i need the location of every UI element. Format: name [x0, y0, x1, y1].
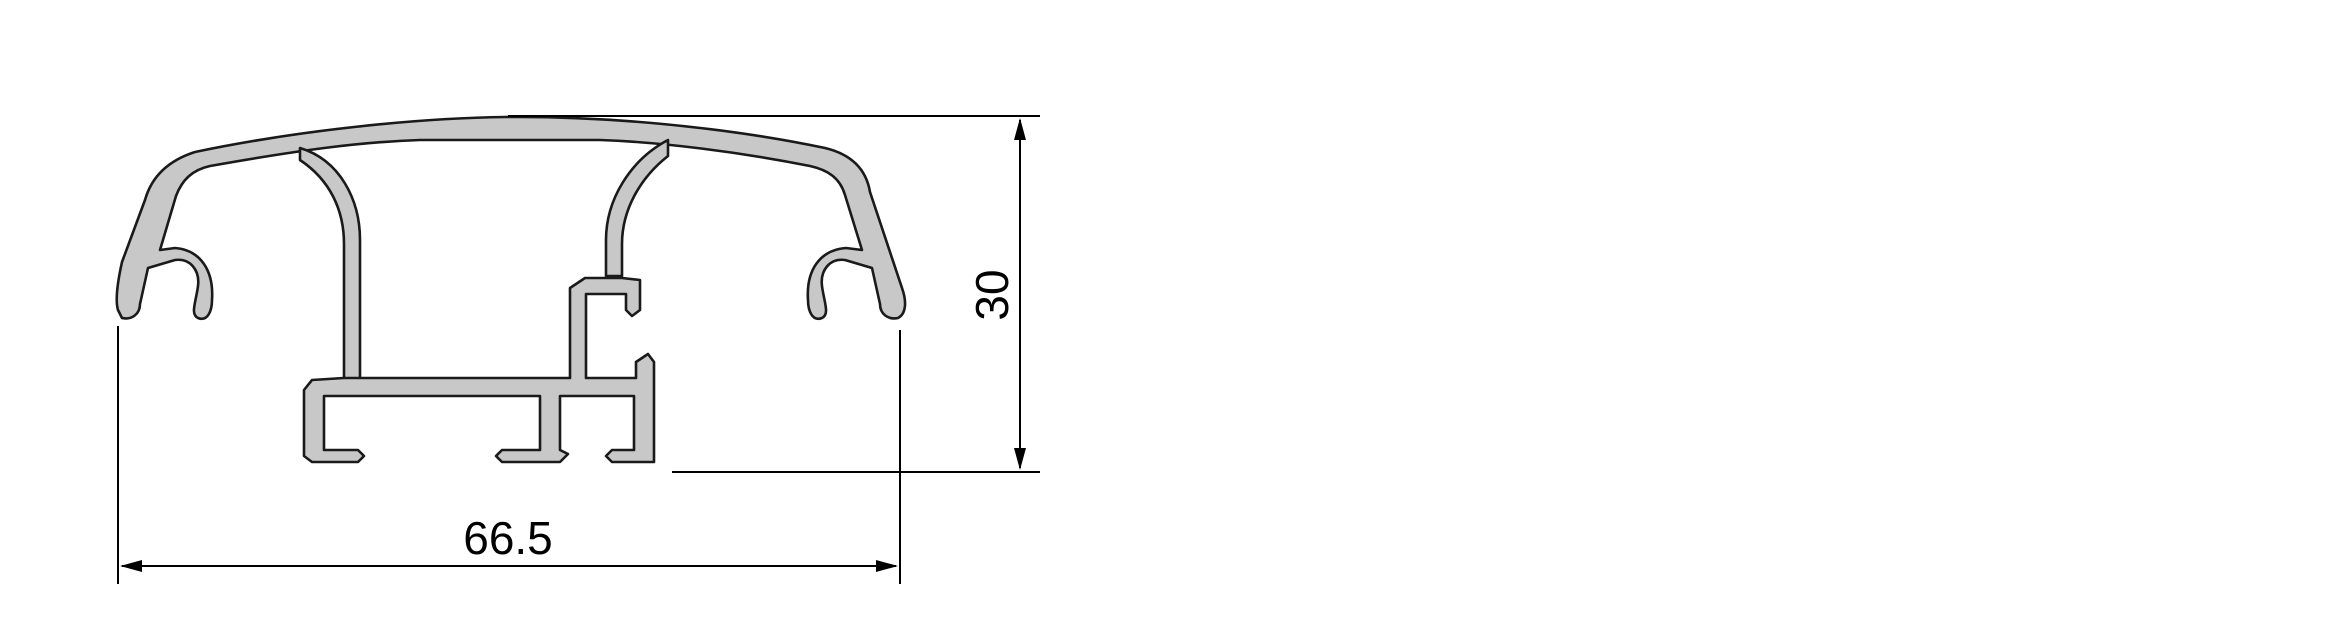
width-label: 66.5: [463, 512, 553, 564]
width-arrow-left: [120, 560, 142, 572]
profile-base-web: [302, 276, 656, 464]
height-dimension: 30: [508, 115, 1040, 473]
height-arrow-bottom: [1014, 448, 1026, 470]
profile-top-shell: [115, 115, 907, 321]
width-dimension: 66.5: [117, 326, 901, 584]
width-arrow-right: [876, 560, 898, 572]
profile-right-web: [604, 138, 670, 278]
profile-cross-section: [115, 115, 907, 464]
profile-left-web: [298, 146, 362, 382]
height-label: 30: [966, 269, 1018, 320]
height-arrow-top: [1014, 118, 1026, 140]
